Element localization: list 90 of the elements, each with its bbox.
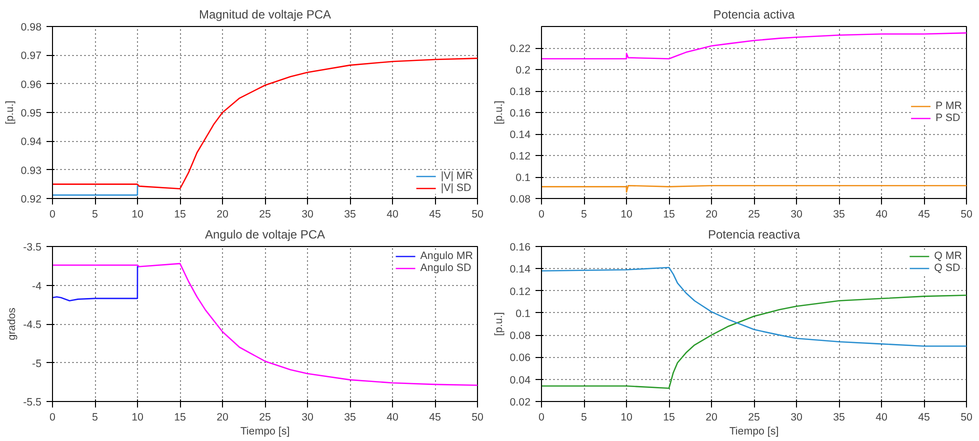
x-tick-label: 30 (790, 208, 802, 220)
y-axis-title: [p.u.] (492, 100, 505, 124)
x-tick-label: 45 (429, 208, 441, 220)
y-tick-label: 0.98 (20, 22, 42, 34)
y-tick-label: 0.12 (510, 286, 531, 298)
x-tick-label: 20 (706, 208, 718, 220)
x-tick-label: 40 (876, 412, 888, 424)
x-tick-label: 35 (833, 412, 845, 424)
y-tick-label: -5 (32, 358, 42, 370)
x-tick-label: 0 (50, 412, 56, 424)
y-tick-label: 0.02 (510, 396, 531, 408)
x-tick-label: 10 (620, 208, 632, 220)
x-tick-label: 35 (344, 208, 356, 220)
y-tick-label: 0.08 (510, 194, 531, 206)
x-tick-label: 40 (386, 412, 398, 424)
x-tick-label: 25 (259, 412, 271, 424)
y-tick-label: 0.97 (20, 50, 42, 62)
y-tick-label: -3.5 (23, 242, 42, 254)
legend-label: Q MR (934, 250, 962, 262)
chart-title: Potencia reactiva (708, 228, 800, 242)
chart-title: Angulo de voltaje PCA (204, 228, 326, 242)
x-tick-label: 0 (538, 412, 545, 424)
y-tick-label: 0.18 (510, 86, 531, 98)
y-tick-label: -4 (32, 280, 42, 292)
legend-label: Q SD (934, 262, 960, 274)
x-tick-label: 25 (748, 208, 760, 220)
y-tick-label: 0.06 (510, 352, 531, 364)
y-tick-label: 0.14 (510, 264, 531, 276)
y-tick-label: 0.2 (516, 64, 531, 76)
legend-label: Angulo MR (420, 250, 473, 262)
x-tick-label: 40 (386, 208, 398, 220)
x-tick-label: 10 (132, 208, 144, 220)
y-tick-label: 0.1 (516, 172, 531, 184)
y-axis-title: [p.u.] (4, 100, 16, 124)
x-tick-label: 30 (790, 412, 802, 424)
x-tick-label: 0 (50, 208, 56, 220)
y-tick-label: 0.1 (516, 308, 531, 320)
y-tick-label: 0.95 (20, 108, 42, 120)
y-axis-title: [p.u.] (492, 312, 505, 336)
y-tick-label: 0.04 (510, 374, 531, 386)
x-tick-label: 45 (918, 208, 930, 220)
x-tick-label: 25 (259, 208, 271, 220)
y-tick-label: 0.92 (20, 194, 42, 206)
y-tick-label: 0.12 (510, 150, 531, 162)
x-tick-label: 0 (538, 208, 545, 220)
y-tick-label: 0.14 (510, 129, 531, 141)
x-tick-label: 20 (216, 412, 228, 424)
x-tick-label: 15 (663, 412, 675, 424)
y-tick-label: 0.22 (510, 43, 531, 55)
legend-label: |V| MR (440, 170, 473, 182)
legend-label: Angulo SD (420, 262, 472, 274)
x-tick-label: 50 (960, 412, 972, 424)
y-tick-label: -4.5 (23, 319, 42, 331)
y-tick-label: -5.5 (23, 396, 42, 408)
y-axis-title: grados (6, 308, 18, 340)
x-tick-label: 45 (429, 412, 441, 424)
y-tick-label: 0.96 (20, 78, 42, 91)
y-tick-label: 0.93 (20, 164, 42, 177)
x-tick-label: 35 (344, 412, 356, 424)
x-tick-label: 50 (472, 412, 484, 424)
chart-title: Potencia activa (713, 8, 796, 22)
legend-label: P SD (936, 112, 960, 124)
x-tick-label: 15 (174, 412, 186, 424)
x-tick-label: 40 (876, 208, 888, 220)
x-tick-label: 5 (581, 208, 588, 220)
x-tick-label: 5 (92, 208, 98, 220)
x-tick-label: 10 (620, 412, 632, 424)
legend-label: P MR (936, 100, 962, 112)
x-tick-label: 50 (960, 208, 972, 220)
x-tick-label: 15 (174, 208, 186, 220)
x-tick-label: 15 (663, 208, 675, 220)
x-tick-label: 5 (581, 412, 588, 424)
x-axis-title: Tiempo [s] (729, 426, 779, 438)
x-tick-label: 5 (92, 412, 98, 424)
y-tick-label: 0.16 (510, 242, 531, 254)
legend-label: |V| SD (440, 182, 472, 194)
x-tick-label: 20 (706, 412, 718, 424)
x-tick-label: 45 (918, 412, 930, 424)
y-tick-label: 0.08 (510, 330, 531, 342)
y-tick-label: 0.16 (510, 108, 531, 120)
x-tick-label: 30 (302, 208, 314, 220)
chart-title: Magnitud de voltaje PCA (198, 8, 332, 22)
x-axis-title: Tiempo [s] (240, 426, 290, 438)
x-tick-label: 25 (748, 412, 760, 424)
x-tick-label: 30 (302, 412, 314, 424)
x-tick-label: 50 (472, 208, 484, 220)
x-tick-label: 10 (132, 412, 144, 424)
x-tick-label: 35 (833, 208, 845, 220)
x-tick-label: 20 (216, 208, 228, 220)
y-tick-label: 0.94 (20, 136, 42, 148)
